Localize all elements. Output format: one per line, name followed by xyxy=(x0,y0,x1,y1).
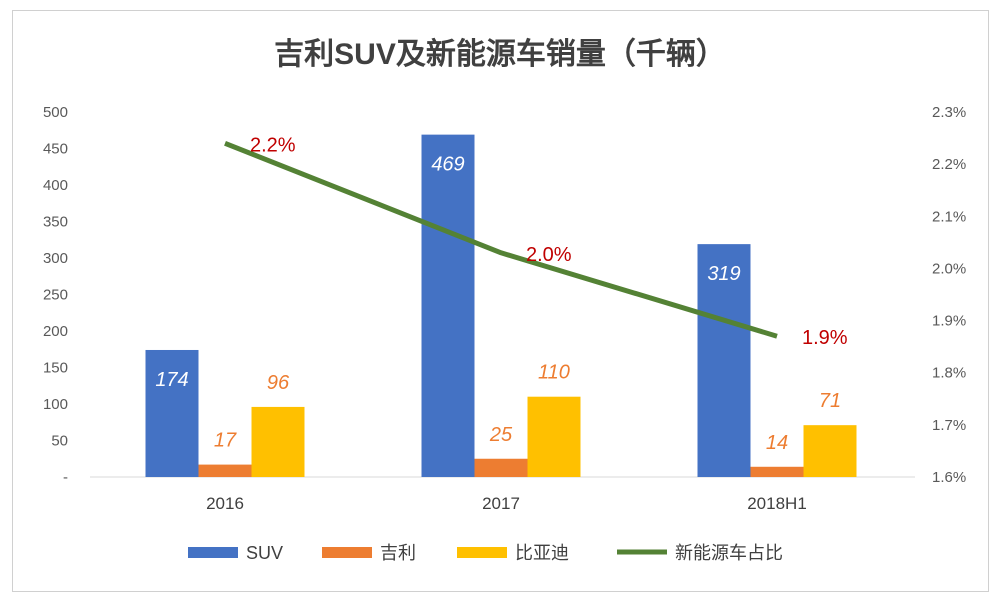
left-axis: - 50 100 150 200 250 300 350 400 450 500 xyxy=(43,104,68,486)
left-tick-label: 500 xyxy=(43,104,68,121)
chart-title: 吉利SUV及新能源车销量（千辆） xyxy=(274,37,726,71)
bar-data-label: 17 xyxy=(214,430,237,452)
left-tick-label: - xyxy=(63,469,68,486)
legend-label: 比亚迪 xyxy=(515,543,569,563)
left-tick-label: 450 xyxy=(43,141,68,158)
legend: SUV 吉利 比亚迪 新能源车占比 xyxy=(188,543,783,563)
category-label: 2018H1 xyxy=(747,494,807,513)
legend-swatch xyxy=(457,547,507,558)
bar-data-label: 469 xyxy=(431,154,464,176)
legend-label: SUV xyxy=(246,543,283,563)
bar-比亚迪 xyxy=(527,396,581,477)
right-tick-label: 1.7% xyxy=(932,417,966,434)
left-tick-label: 350 xyxy=(43,214,68,231)
right-tick-label: 1.9% xyxy=(932,313,966,330)
category-axis: 2016 2017 2018H1 xyxy=(206,494,807,513)
right-tick-label: 1.8% xyxy=(932,365,966,382)
left-tick-label: 300 xyxy=(43,250,68,267)
bar-data-label: 71 xyxy=(819,390,841,412)
bar-data-label: 96 xyxy=(267,372,290,394)
right-tick-label: 1.6% xyxy=(932,469,966,486)
left-tick-label: 200 xyxy=(43,323,68,340)
line-data-label: 2.2% xyxy=(250,134,296,156)
right-tick-label: 2.1% xyxy=(932,208,966,225)
category-label: 2016 xyxy=(206,494,244,513)
legend-swatch xyxy=(322,547,372,558)
bar-比亚迪 xyxy=(251,406,305,477)
left-tick-label: 50 xyxy=(51,433,68,450)
bar-吉利 xyxy=(750,466,804,477)
bar-data-label: 14 xyxy=(766,432,788,454)
bar-吉利 xyxy=(474,458,528,477)
left-tick-label: 100 xyxy=(43,396,68,413)
bar-data-label: 319 xyxy=(707,263,740,285)
line-data-label: 2.0% xyxy=(526,244,572,266)
bar-SUV xyxy=(421,134,475,477)
left-tick-label: 150 xyxy=(43,360,68,377)
right-tick-label: 2.2% xyxy=(932,156,966,173)
legend-label: 新能源车占比 xyxy=(675,543,783,563)
chart-frame xyxy=(12,10,989,592)
left-tick-label: 400 xyxy=(43,177,68,194)
right-tick-label: 2.0% xyxy=(932,260,966,277)
right-tick-label: 2.3% xyxy=(932,104,966,121)
bar-比亚迪 xyxy=(803,425,857,477)
bar-data-label: 25 xyxy=(489,424,513,446)
bar-吉利 xyxy=(198,464,252,477)
line-series: 2.2% 2.0% 1.9% xyxy=(224,134,848,349)
line-新能源车占比 xyxy=(224,140,778,339)
bar-SUV xyxy=(145,349,199,477)
right-axis: 1.6% 1.7% 1.8% 1.9% 2.0% 2.1% 2.2% 2.3% xyxy=(932,104,966,486)
bar-SUV xyxy=(697,244,751,477)
bars: 174 469 319 17 25 14 96 110 71 xyxy=(90,134,915,478)
legend-label: 吉利 xyxy=(380,543,416,563)
line-data-label: 1.9% xyxy=(802,327,848,349)
left-tick-label: 250 xyxy=(43,287,68,304)
bar-data-label: 174 xyxy=(155,369,188,391)
bar-data-label: 110 xyxy=(538,362,570,384)
category-label: 2017 xyxy=(482,494,520,513)
legend-swatch xyxy=(188,547,238,558)
